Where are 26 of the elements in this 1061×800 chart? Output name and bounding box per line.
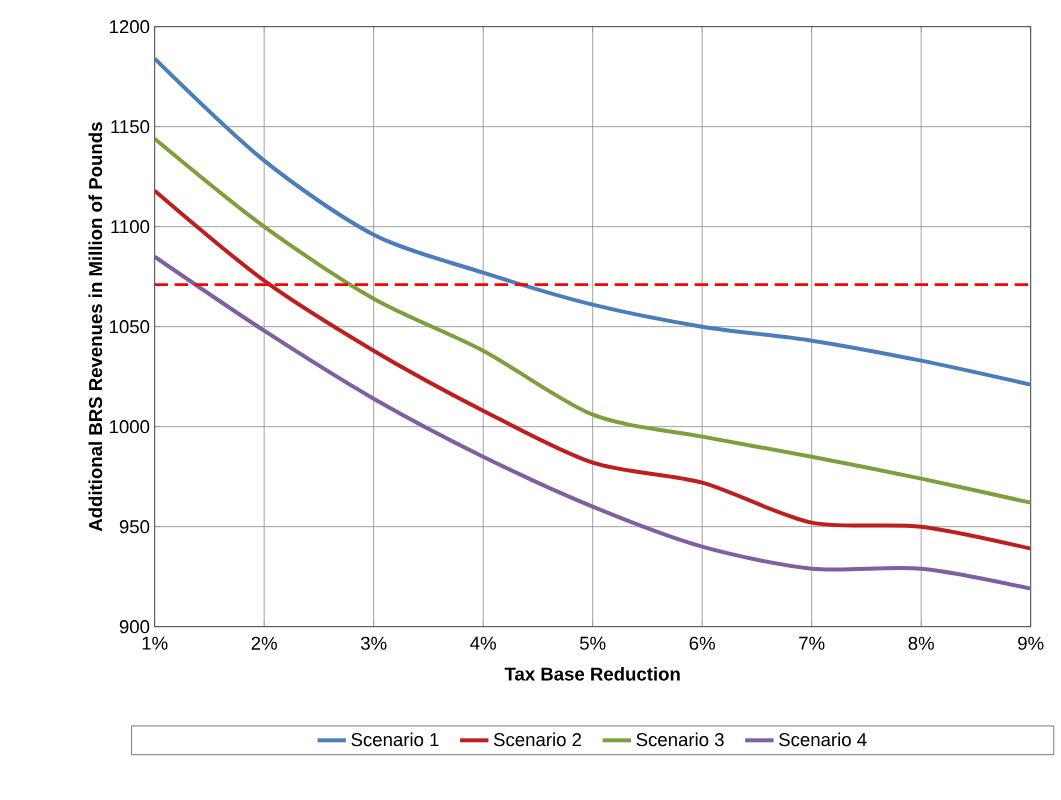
y-tick-label: 900 (119, 620, 150, 634)
y-tick-label: 1150 (111, 120, 150, 134)
x-tick-label: 3% (360, 636, 387, 650)
y-tick-label: 1050 (110, 320, 150, 334)
x-tick-label: 4% (470, 636, 496, 650)
y-tick-label: 1200 (110, 20, 150, 34)
y-tick-label: 1100 (111, 220, 150, 234)
x-axis-title: Tax Base Reduction (504, 666, 680, 681)
line-series (154, 56, 1031, 387)
x-tick-label: 6% (689, 636, 715, 650)
y-axis-title: Additional BRS Revenues in Million of Pounds (88, 122, 103, 532)
x-tick-label: 2% (251, 636, 277, 650)
x-tick-label: 8% (908, 636, 934, 650)
x-tick-label: 7% (799, 636, 825, 650)
y-tick-label: 1000 (110, 420, 150, 434)
x-tick-label: 1% (142, 636, 168, 650)
legend-label: Scenario 4 (779, 732, 867, 747)
legend-label: Scenario 1 (351, 732, 439, 747)
line-series (154, 136, 1031, 505)
legend-label: Scenario 2 (493, 732, 582, 747)
y-tick-label: 950 (119, 520, 150, 534)
x-tick-label: 5% (579, 636, 606, 650)
legend-label: Scenario 3 (636, 732, 724, 747)
line-series (154, 188, 1031, 551)
line-series (154, 254, 1031, 591)
x-tick-label: 9% (1018, 636, 1044, 650)
